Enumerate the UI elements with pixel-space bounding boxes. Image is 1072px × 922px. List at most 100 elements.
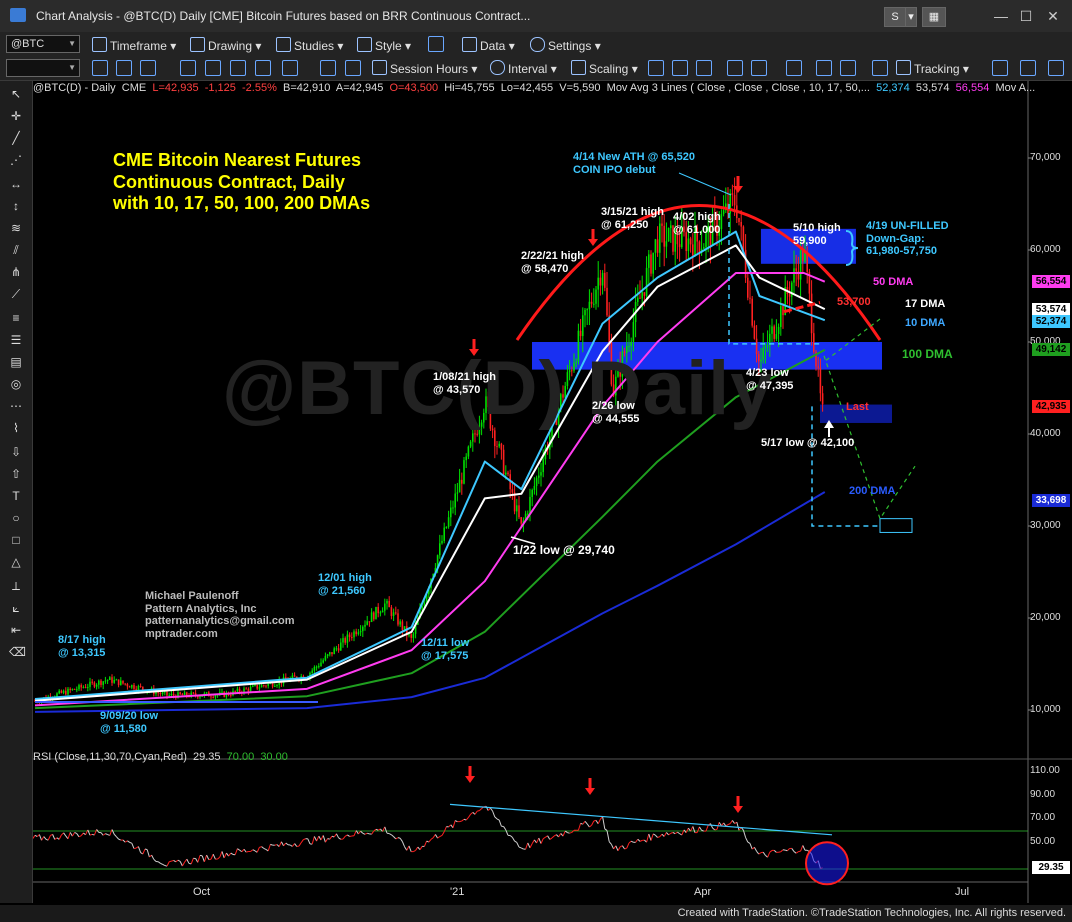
dec11-annotation: 12/11 low @ 17,575 — [421, 637, 470, 662]
pencil-icon — [190, 37, 205, 52]
rsi-segment — [92, 833, 95, 836]
price-label-ma50: 56,554 — [1032, 275, 1070, 288]
candle-icon-3[interactable] — [696, 60, 712, 76]
price-candle — [225, 692, 228, 697]
chart-type-icon[interactable] — [428, 36, 444, 52]
retracement-icon[interactable]: ≡ — [12, 311, 20, 325]
scaling-menu[interactable]: Scaling ▾ — [571, 60, 638, 76]
rsi-arrow-2-head — [585, 788, 595, 795]
copy-icon[interactable] — [255, 60, 271, 76]
fib-icon[interactable]: ≋ — [10, 221, 22, 235]
rsi-segment — [142, 848, 146, 855]
triangle-icon[interactable]: △ — [11, 555, 21, 569]
price-candle — [483, 412, 485, 423]
tracking-menu[interactable]: Tracking ▾ — [896, 60, 969, 76]
spiral-icon[interactable]: ◎ — [10, 377, 22, 391]
gann-icon[interactable]: ▤ — [10, 355, 22, 369]
collapse-icon[interactable]: ⇤ — [10, 623, 22, 637]
arrow-down-icon[interactable]: ⇩ — [10, 445, 22, 459]
price-candle — [808, 271, 811, 294]
session-hours-menu[interactable]: Session Hours ▾ — [372, 60, 477, 76]
close-icon[interactable]: ✕ — [1047, 8, 1059, 24]
s-button[interactable]: S — [884, 7, 906, 27]
alert-icon[interactable] — [345, 60, 361, 76]
reset-icon[interactable] — [205, 60, 221, 76]
studies-menu[interactable]: Studies ▾ — [276, 37, 343, 53]
rsi-segment — [212, 853, 216, 860]
dma17-label: 17 DMA — [905, 298, 946, 310]
pitchfork-icon[interactable]: ⋔ — [10, 265, 22, 279]
ruler-icon[interactable]: ⟂ — [11, 579, 20, 593]
edit-icon[interactable] — [992, 60, 1008, 76]
marker-icon[interactable] — [786, 60, 802, 76]
window-icon[interactable] — [1048, 60, 1064, 76]
bar-icon-2[interactable] — [751, 60, 767, 76]
rsi-segment — [727, 823, 731, 826]
horizontal-line-icon[interactable]: ↔ — [10, 177, 22, 191]
rsi-segment — [415, 846, 419, 851]
dots-icon[interactable] — [872, 60, 888, 76]
rsi-segment — [210, 853, 214, 860]
candle-icon-2[interactable] — [672, 60, 688, 76]
pan-icon[interactable] — [180, 60, 196, 76]
rsi-segment — [593, 819, 597, 822]
price-candle — [183, 692, 186, 696]
price-candle — [568, 370, 571, 373]
interval-menu[interactable]: Interval ▾ — [490, 60, 557, 76]
price-candle — [621, 351, 624, 377]
timeframe-menu[interactable]: Timeframe ▾ — [92, 37, 176, 53]
lock-icon[interactable] — [140, 60, 156, 76]
regression-icon[interactable]: ⟋ — [11, 287, 21, 301]
speed-icon[interactable]: ⋯ — [10, 399, 22, 413]
rsi-segment — [769, 850, 773, 853]
drawing-menu[interactable]: Drawing ▾ — [190, 37, 261, 53]
data-menu[interactable]: Data ▾ — [462, 37, 515, 53]
price-chart[interactable] — [33, 81, 1072, 903]
style-menu[interactable]: Style ▾ — [357, 37, 411, 53]
measure-icon[interactable]: ⟀ — [12, 601, 20, 615]
vertical-line-icon[interactable]: ↕ — [13, 199, 19, 213]
rsi-segment — [626, 842, 630, 849]
link-icon[interactable] — [92, 60, 108, 76]
levels-icon[interactable]: ☰ — [10, 333, 22, 347]
square-icon[interactable] — [282, 60, 298, 76]
pin-icon[interactable] — [1020, 60, 1036, 76]
zoom-in-icon[interactable] — [816, 60, 832, 76]
eraser-icon[interactable]: ⌫ — [9, 645, 26, 659]
ellipse-icon[interactable]: ○ — [12, 511, 20, 525]
text-icon[interactable]: T — [12, 489, 20, 503]
minimize-icon[interactable]: — — [994, 8, 1008, 24]
s-dropdown-button[interactable]: ▾ — [905, 7, 917, 27]
settings-menu[interactable]: Settings ▾ — [530, 37, 601, 53]
zoom-out-icon[interactable] — [840, 60, 856, 76]
fan-icon[interactable]: ⋰ — [10, 153, 22, 167]
channel-icon[interactable]: ⫽ — [13, 243, 19, 257]
maximize-icon[interactable]: ☐ — [1019, 8, 1033, 24]
arrow-up-icon[interactable]: ⇧ — [10, 467, 22, 481]
price-candle — [412, 633, 415, 638]
cycle-icon[interactable]: ⌇ — [13, 421, 19, 435]
rsi-segment — [373, 828, 377, 832]
pointer-icon[interactable]: ↖ — [10, 87, 22, 101]
rsi-segment — [470, 811, 474, 815]
grid-button[interactable]: ▦ — [922, 7, 946, 27]
symbol-input[interactable]: @BTC ▼ — [6, 35, 80, 53]
crosshair-icon[interactable]: ✛ — [10, 109, 22, 123]
trendline-icon[interactable]: ╱ — [12, 131, 20, 145]
rsi-segment — [87, 829, 91, 836]
refresh-icon[interactable] — [116, 60, 132, 76]
price-candle — [802, 250, 804, 262]
dma200-label: 200 DMA — [849, 485, 896, 497]
rectangle-icon[interactable]: □ — [12, 533, 20, 547]
grid-icon[interactable] — [320, 60, 336, 76]
candle-icon-1[interactable] — [648, 60, 664, 76]
rsi-segment — [577, 823, 582, 831]
rsi-segment — [586, 823, 590, 828]
price-candle — [87, 686, 89, 688]
price-candle — [399, 621, 401, 625]
price-candle — [474, 433, 476, 435]
layers-icon[interactable] — [230, 60, 246, 76]
x-tick-oct: Oct — [193, 886, 211, 898]
bar-icon-1[interactable] — [727, 60, 743, 76]
secondary-combo[interactable]: ▼ — [6, 59, 80, 77]
